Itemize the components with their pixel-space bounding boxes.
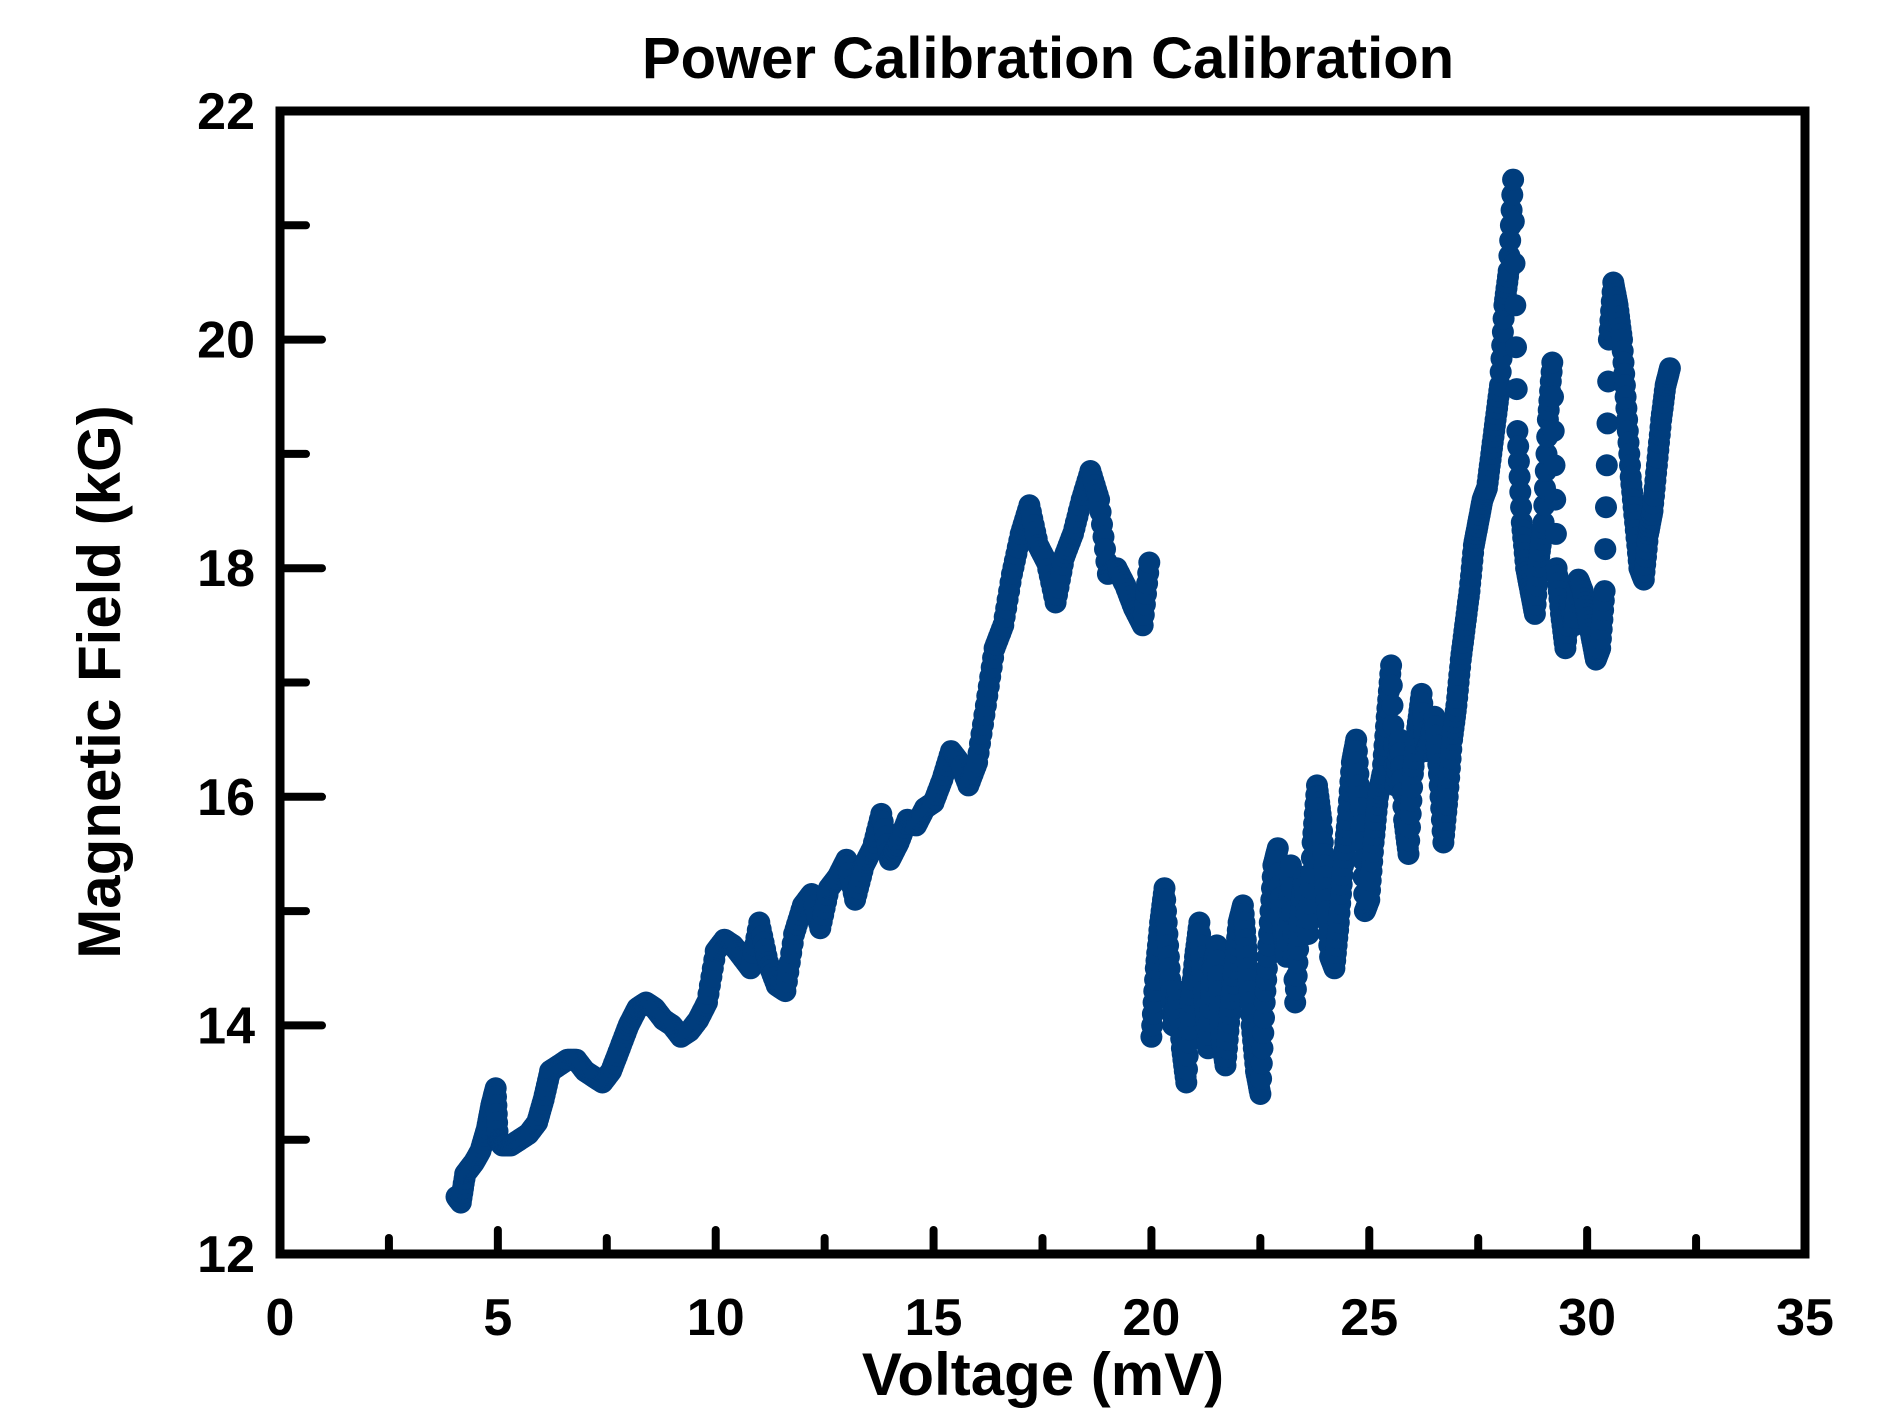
x-tick-label: 20: [1123, 1289, 1181, 1347]
data-points: [445, 168, 1681, 1214]
y-tick-label: 18: [197, 540, 255, 598]
data-point: [1542, 420, 1565, 442]
x-axis-label: Voltage (mV): [862, 1341, 1224, 1408]
axis-tick-labels: 0 5 10 15 20 25 30 35 12 14 16 18 20 22: [197, 83, 1834, 1347]
data-point: [1593, 580, 1616, 603]
data-point: [1380, 674, 1403, 697]
data-point: [1380, 654, 1403, 677]
x-tick-label: 35: [1776, 1289, 1834, 1347]
x-tick-label: 0: [266, 1289, 295, 1347]
data-point: [1543, 454, 1566, 477]
axis-ticks: [276, 107, 1809, 1258]
y-axis-label: Magnetic Field (kG): [66, 405, 133, 958]
x-tick-label: 30: [1558, 1289, 1616, 1347]
data-point: [1544, 488, 1567, 511]
x-tick-label: 10: [687, 1289, 745, 1347]
plot-frame: [275, 106, 1810, 1259]
data-point: [1502, 168, 1525, 191]
y-tick-label: 22: [197, 83, 255, 141]
data-point: [1594, 538, 1617, 561]
data-point: [1658, 357, 1681, 380]
y-tick-label: 14: [197, 997, 255, 1055]
data-point: [1381, 694, 1404, 717]
x-tick-label: 5: [483, 1289, 512, 1347]
data-point: [1503, 252, 1526, 275]
data-point: [1505, 336, 1527, 359]
chart-title: Power Calibration Calibration: [642, 26, 1454, 91]
data-point: [1595, 454, 1618, 477]
data-point: [1542, 385, 1564, 408]
data-point: [1544, 522, 1567, 545]
data-point: [1138, 551, 1161, 574]
data-point: [1541, 351, 1564, 374]
data-point: [1504, 294, 1527, 317]
data-point: [1596, 412, 1619, 435]
y-tick-label: 20: [197, 312, 255, 370]
y-tick-label: 16: [197, 769, 255, 827]
data-point: [1595, 496, 1617, 519]
x-tick-label: 25: [1340, 1289, 1398, 1347]
data-point: [1505, 378, 1528, 401]
data-point: [1502, 210, 1525, 233]
x-tick-label: 15: [905, 1289, 963, 1347]
y-tick-label: 12: [197, 1226, 255, 1284]
